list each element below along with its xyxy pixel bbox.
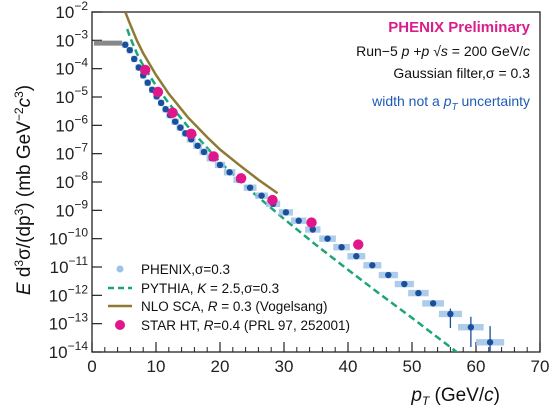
star-point (267, 194, 278, 206)
y-tick-label: 10−8 (55, 169, 88, 192)
phenix-point (122, 41, 129, 48)
axes: 0 10 20 30 40 50 60 70 10−2 10−3 10−4 10−5 10−6 10−7 1… (49, 0, 550, 376)
y-tick-label: 10−14 (49, 339, 89, 362)
annotation-title: PHENIX Preliminary (388, 19, 530, 36)
x-tick-label: 20 (211, 357, 230, 376)
phenix-point (338, 243, 345, 251)
phenix-point (162, 106, 169, 113)
series-line-2 (124, 12, 279, 195)
legend-label-star: STAR HT, R=0.4 (PRL 97, 252001) (141, 318, 350, 333)
phenix-point (295, 217, 302, 224)
star-point (152, 86, 164, 98)
phenix-point (144, 79, 151, 86)
legend-marker-phenix (116, 265, 124, 273)
phenix-point (467, 324, 475, 331)
star-point (186, 128, 197, 140)
phenix-point (324, 235, 331, 242)
phenix-point (258, 192, 265, 199)
x-tick-label: 30 (275, 357, 294, 376)
phenix-point (429, 300, 437, 307)
phenix-point (353, 253, 360, 260)
star-point (306, 217, 317, 228)
star-point (167, 107, 178, 118)
legend: PHENIX,σ=0.3 PYTHIA, K = 2.5,σ=0.3 NLO S… (108, 262, 350, 333)
x-axis-label: pT (GeV/c) (410, 385, 500, 408)
phenix-point (447, 310, 454, 318)
phenix-point (200, 148, 208, 156)
phenix-point (486, 339, 494, 346)
star-point (235, 173, 247, 184)
phenix-point (226, 169, 233, 176)
y-tick-label: 10−13 (49, 311, 89, 334)
series-line-1 (126, 28, 459, 352)
x-tick-label: 10 (147, 357, 166, 376)
annotation-run-line: Run−5 p +p √s = 200 GeV/c (356, 43, 530, 59)
phenix-point (385, 271, 392, 279)
y-tick-label: 10−5 (55, 84, 88, 107)
y-tick-label: 10−7 (55, 141, 88, 164)
phenix-point (282, 209, 290, 216)
legend-label-phenix: PHENIX,σ=0.3 (141, 262, 230, 277)
phenix-point (415, 289, 422, 297)
x-tick-label: 0 (87, 357, 96, 376)
phenix-point (172, 118, 179, 125)
phenix-point (126, 46, 133, 54)
y-axis-label: E d3σ/(dp3) (mb GeV−2c3) (12, 85, 35, 295)
phenix-point (309, 226, 316, 233)
y-tick-label: 10−11 (50, 254, 89, 277)
legend-marker-star (115, 320, 125, 330)
y-tick-label: 10−2 (55, 0, 88, 22)
annotation-filter-line: Gaussian filter,σ = 0.3 (393, 65, 530, 81)
phenix-point (246, 184, 254, 191)
legend-label-nlo: NLO SCA, R = 0.3 (Vogelsang) (141, 299, 327, 314)
phenix-point (194, 142, 201, 149)
phenix-point (369, 262, 376, 269)
phenix-point (131, 55, 138, 63)
y-tick-label: 10−4 (55, 56, 88, 79)
phenix-point (401, 280, 408, 288)
series-layer (93, 12, 505, 352)
x-tick-label: 40 (339, 357, 358, 376)
y-tick-label: 10−6 (55, 112, 88, 135)
phenix-point (157, 99, 165, 107)
y-tick-label: 10−9 (55, 197, 88, 220)
y-tick-label: 10−12 (49, 282, 89, 305)
y-tick-label: 10−10 (49, 226, 89, 249)
star-point (139, 64, 151, 76)
legend-label-pythia: PYTHIA, K = 2.5,σ=0.3 (141, 281, 279, 296)
phenix-point (216, 161, 224, 169)
annotations: PHENIX Preliminary Run−5 p +p √s = 200 G… (356, 19, 531, 113)
series-group (93, 12, 505, 352)
y-tick-label: 10−3 (55, 27, 88, 50)
star-point (353, 239, 364, 250)
star-point (208, 151, 219, 162)
x-tick-label: 70 (531, 357, 550, 376)
annotation-note: width not a pT uncertainty (371, 93, 530, 113)
x-tick-label: 60 (467, 357, 486, 376)
x-tick-label: 50 (403, 357, 422, 376)
phenix-point (177, 124, 184, 131)
